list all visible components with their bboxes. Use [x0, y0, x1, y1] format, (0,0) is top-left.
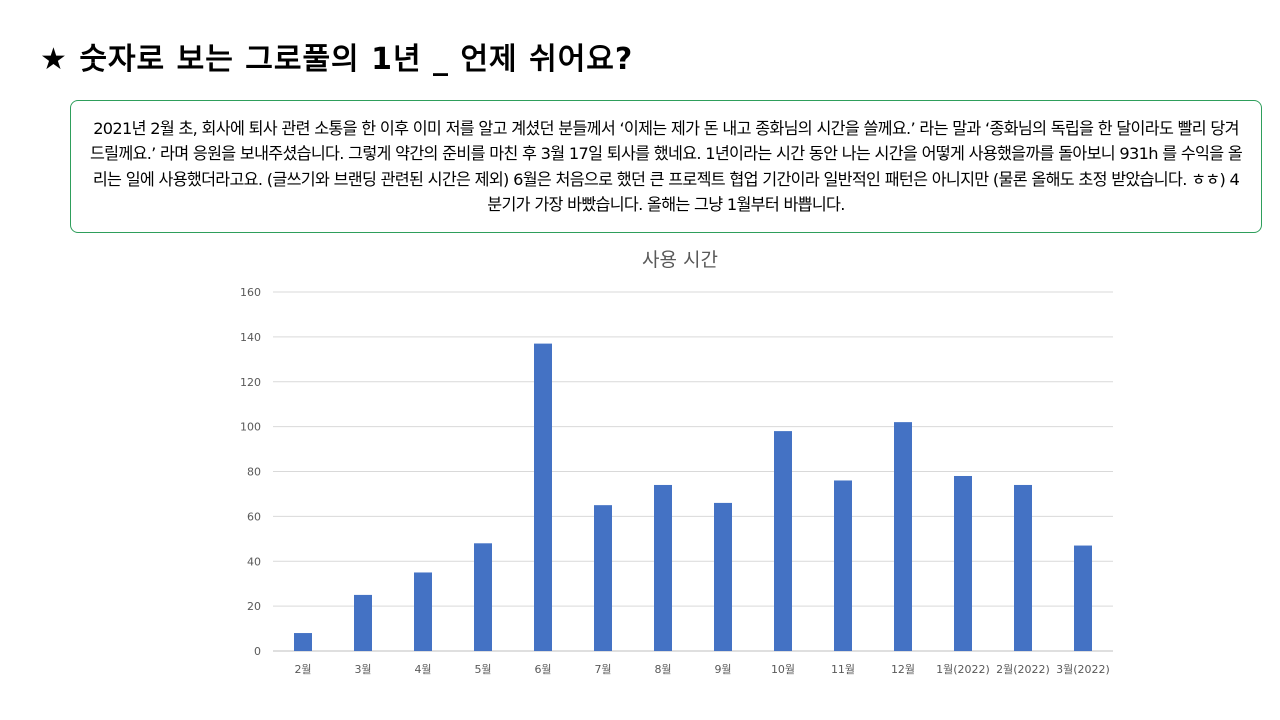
- x-tick-label: 4월: [414, 663, 431, 676]
- bar: [714, 502, 732, 651]
- x-tick-label: 7월: [594, 663, 611, 676]
- description-callout: 2021년 2월 초, 회사에 퇴사 관련 소통을 한 이후 이미 저를 알고 …: [70, 100, 1262, 233]
- y-tick-label: 20: [247, 600, 261, 613]
- description-text: 2021년 2월 초, 회사에 퇴사 관련 소통을 한 이후 이미 저를 알고 …: [89, 118, 1243, 215]
- bar: [1074, 545, 1092, 651]
- x-tick-label: 6월: [534, 663, 551, 676]
- bar: [1014, 484, 1032, 651]
- x-tick-label: 5월: [474, 663, 491, 676]
- bar: [414, 572, 432, 651]
- x-tick-label: 11월: [831, 663, 855, 676]
- y-tick-label: 120: [240, 376, 261, 389]
- y-tick-label: 140: [240, 331, 261, 344]
- bar: [594, 505, 612, 651]
- star-icon: ★: [40, 42, 68, 77]
- y-tick-label: 40: [247, 555, 261, 568]
- x-tick-label: 9월: [714, 663, 731, 676]
- bar: [774, 431, 792, 651]
- page-title: ★ 숫자로 보는 그로풀의 1년 _ 언제 쉬어요?: [40, 34, 633, 78]
- x-tick-label: 1월(2022): [936, 663, 990, 676]
- x-axis-ticks: 2월 3월 4월 5월 6월 7월 8월 9월 10월 11월 12월 1월(2022) 2월(2022…: [294, 663, 1109, 676]
- y-tick-label: 60: [247, 510, 261, 523]
- chart-bars: [294, 343, 1092, 651]
- bar: [954, 475, 972, 651]
- y-tick-label: 100: [240, 421, 261, 434]
- x-tick-label: 3월(2022): [1056, 663, 1110, 676]
- x-tick-label: 10월: [771, 663, 795, 676]
- x-tick-label: 2월: [294, 663, 311, 676]
- x-tick-label: 8월: [654, 663, 671, 676]
- x-tick-label: 12월: [891, 663, 915, 676]
- bar: [534, 343, 552, 651]
- chart-title: 사용 시간: [642, 249, 718, 271]
- bar: [354, 594, 372, 651]
- page-title-text: 숫자로 보는 그로풀의 1년 _ 언제 쉬어요?: [79, 42, 634, 77]
- x-tick-label: 2월(2022): [996, 663, 1050, 676]
- bar: [294, 633, 312, 651]
- bar: [654, 484, 672, 651]
- y-tick-label: 80: [247, 466, 261, 479]
- x-tick-label: 3월: [354, 663, 371, 676]
- bar: [894, 422, 912, 651]
- y-tick-label: 0: [254, 645, 261, 658]
- chart-gridlines: [273, 291, 1113, 652]
- bar: [834, 480, 852, 651]
- bar: [474, 543, 492, 651]
- y-tick-label: 160: [240, 286, 261, 299]
- y-axis-ticks: 0 20 40 60 80 100 120 140 160: [240, 286, 261, 658]
